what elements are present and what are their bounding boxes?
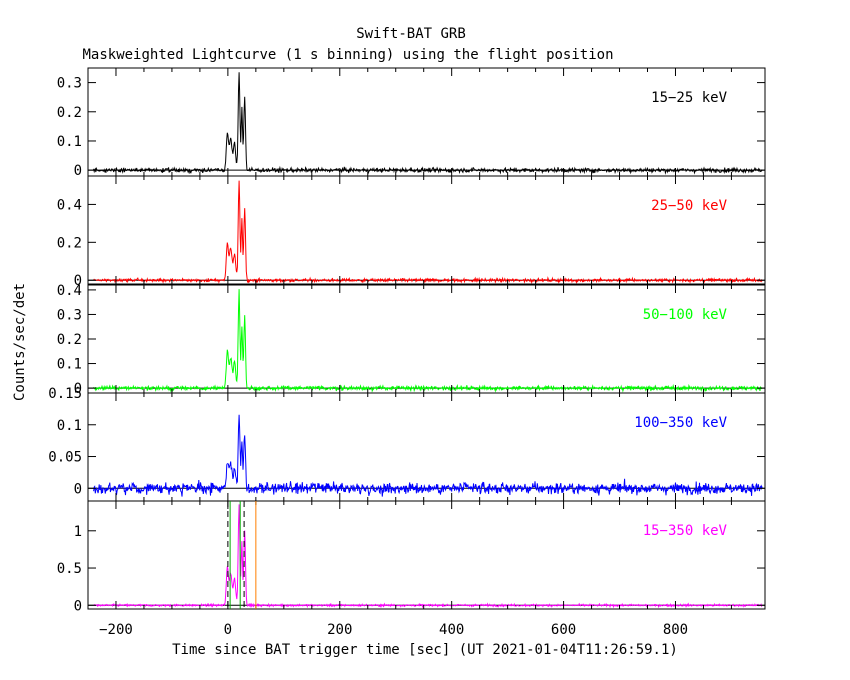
y-tick-label: 1 <box>74 524 82 540</box>
series-line <box>93 504 763 609</box>
y-tick-label: 0 <box>74 598 82 614</box>
y-axis-label: Counts/sec/det <box>12 283 28 401</box>
y-tick-label: 0.2 <box>57 332 82 348</box>
y-tick-label: 0.2 <box>57 105 82 121</box>
x-tick-label: 200 <box>327 622 352 638</box>
x-tick-label: 600 <box>551 622 576 638</box>
y-tick-label: 0.1 <box>57 134 82 150</box>
panel-15-25-kev: 0 0.1 0.2 0.3 15−25 keV <box>57 67 766 179</box>
y-tick-label: 0.3 <box>57 307 82 323</box>
y-tick-label: 0.5 <box>57 561 82 577</box>
y-tick-label: 0.05 <box>48 450 82 466</box>
panel-50-100-kev: 0 0.1 0.2 0.3 0.4 50−100 keV <box>57 283 766 397</box>
band-label: 25−50 keV <box>651 198 727 214</box>
series-line <box>93 72 763 175</box>
y-tick-label: 0 <box>74 273 82 289</box>
x-tick-label: −200 <box>99 622 133 638</box>
y-tick-label: 0.4 <box>57 283 82 299</box>
panel-frame <box>87 175 766 285</box>
series-line <box>93 180 763 285</box>
panel-frame <box>87 67 766 177</box>
panel-frame <box>87 284 766 394</box>
band-label: 15−25 keV <box>651 90 727 106</box>
y-tick-label: 0 <box>74 163 82 179</box>
y-tick-label: 0.1 <box>57 357 82 373</box>
y-tick-label: 0 <box>74 481 82 497</box>
panel-frame <box>87 392 766 502</box>
x-tick-label: 0 <box>224 622 232 638</box>
band-label: 50−100 keV <box>643 307 728 323</box>
x-tick-label: 400 <box>439 622 464 638</box>
series-line <box>93 414 763 497</box>
x-tick-label: 800 <box>663 622 688 638</box>
chart-title: Swift-BAT GRB <box>356 26 466 42</box>
y-tick-label: 0.15 <box>48 386 82 402</box>
panel-100-350-kev: 0 0.05 0.1 0.15 100−350 keV <box>48 386 766 502</box>
y-tick-label: 0.2 <box>57 235 82 251</box>
panel-15-350-kev: 0 0.5 1 15−350 keV <box>57 500 766 614</box>
chart-subtitle: Maskweighted Lightcurve (1 s binning) us… <box>82 47 613 63</box>
x-axis-label: Time since BAT trigger time [sec] (UT 20… <box>172 642 678 658</box>
band-label: 100−350 keV <box>634 415 727 431</box>
y-tick-label: 0.1 <box>57 418 82 434</box>
panel-25-50-kev: 0 0.2 0.4 25−50 keV <box>57 175 766 289</box>
y-tick-label: 0.4 <box>57 197 82 213</box>
series-line <box>93 289 763 393</box>
band-label: 15−350 keV <box>643 523 728 539</box>
panel-frame <box>87 500 766 610</box>
y-tick-label: 0 <box>74 381 82 397</box>
y-tick-label: 0.3 <box>57 76 82 92</box>
